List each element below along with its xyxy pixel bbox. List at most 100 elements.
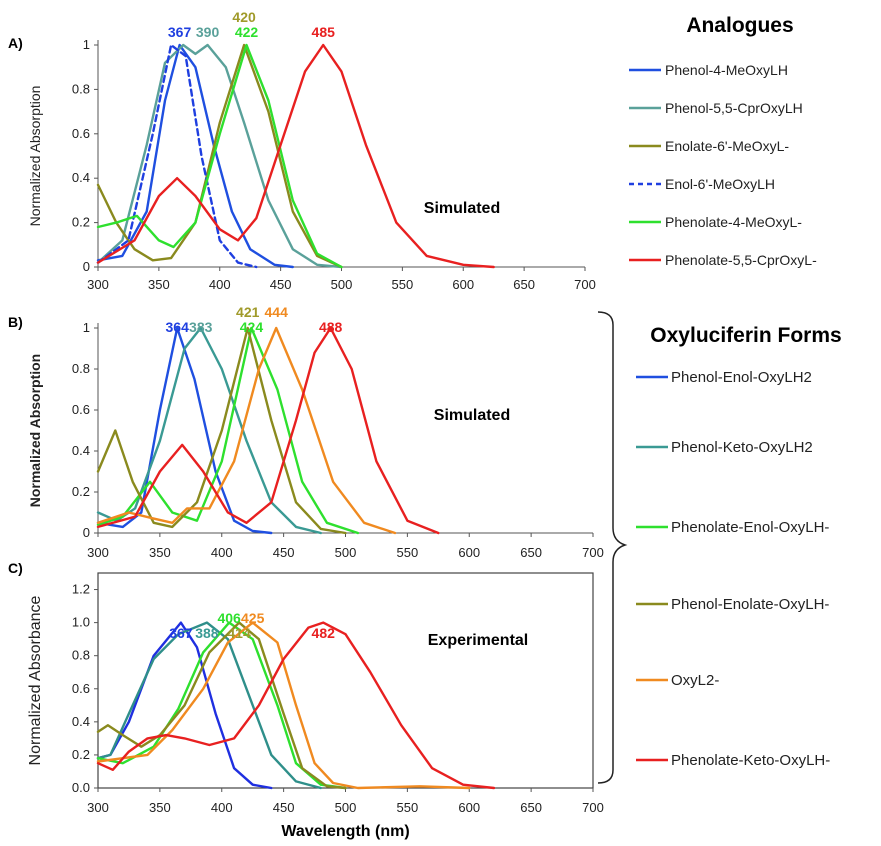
y-tick-label: 1 (83, 320, 90, 335)
x-tick-label: 650 (513, 277, 535, 292)
plot-frame-3 (97, 572, 594, 789)
series-line-phenolate-keto-oxylh- (96, 621, 496, 790)
grouping-brace (597, 311, 628, 784)
x-tick-label: 400 (211, 545, 233, 560)
legend-item-label: Phenolate-Keto-OxyLH- (671, 752, 830, 769)
y-tick-label: 0.6 (72, 681, 90, 696)
peak-label: 367 (169, 625, 193, 641)
y-tick-label: 0 (83, 525, 90, 540)
peak-label: 425 (241, 610, 265, 626)
x-tick-label: 500 (331, 277, 353, 292)
x-tick-label: 300 (87, 277, 109, 292)
x-tick-label: 450 (273, 545, 295, 560)
legend-item-label: Enolate-6'-MeOxyL- (665, 138, 789, 154)
peak-label: 488 (319, 319, 343, 335)
y-tick-label: 1.2 (72, 582, 90, 597)
panel-annotation: Experimental (428, 632, 528, 649)
x-axis-label: Wavelength (nm) (281, 823, 409, 840)
legend-title-forms: Oxyluciferin Forms (650, 324, 841, 347)
peak-label: 414 (227, 625, 251, 641)
series-line-oxyl2- (96, 326, 397, 535)
y-tick-label: 0.4 (72, 443, 90, 458)
x-tick-label: 550 (397, 800, 419, 815)
legend-item-label: Phenolate-Enol-OxyLH- (671, 519, 829, 536)
series-line-phenolate-keto-oxylh- (96, 326, 440, 535)
legend-title-analogues: Analogues (686, 14, 793, 37)
y-tick-label: 0.2 (72, 747, 90, 762)
y-axis-label: Normalized Absorption (27, 354, 43, 508)
peak-label: 482 (312, 625, 336, 641)
panel-label: C) (8, 560, 23, 576)
x-tick-label: 600 (452, 277, 474, 292)
panel-label: B) (8, 314, 23, 330)
x-tick-label: 350 (148, 277, 170, 292)
peak-label: 444 (265, 304, 289, 320)
y-tick-label: 0 (83, 259, 90, 274)
peak-label: 388 (195, 625, 219, 641)
peak-label: 364 (166, 319, 190, 335)
series-line-phenol-5-5-cproxylh (96, 43, 343, 269)
y-axis-label: Normalized Absorption (27, 86, 43, 227)
peak-label: 406 (217, 610, 241, 626)
series-line-phenol-enolate-oxylh- (96, 621, 347, 790)
x-tick-label: 500 (335, 800, 357, 815)
x-tick-label: 700 (574, 277, 596, 292)
x-tick-label: 600 (458, 800, 480, 815)
x-tick-label: 650 (520, 545, 542, 560)
legend-item-label: Phenolate-4-MeOxyL- (665, 214, 802, 230)
legend-item-label: Phenol-5,5-CprOxyLH (665, 100, 803, 116)
peak-label: 383 (189, 319, 213, 335)
peak-label: 420 (232, 9, 256, 25)
legend-item-label: Phenol-Enol-OxyLH2 (671, 369, 812, 386)
panel-annotation: Simulated (434, 407, 510, 424)
peak-label: 390 (196, 24, 220, 40)
series-line-phenol-4-meoxylh (96, 43, 294, 269)
panel-annotation: Simulated (424, 200, 500, 217)
series-line-phenolate-5-5-cproxyl- (96, 43, 495, 269)
y-tick-label: 0.4 (72, 170, 90, 185)
y-tick-label: 0.6 (72, 402, 90, 417)
x-tick-label: 500 (335, 545, 357, 560)
y-tick-label: 0.8 (72, 648, 90, 663)
x-tick-label: 450 (270, 277, 292, 292)
legend-item-label: Phenol-Keto-OxyLH2 (671, 439, 813, 456)
x-tick-label: 300 (87, 545, 109, 560)
x-tick-label: 550 (397, 545, 419, 560)
y-tick-label: 0.8 (72, 81, 90, 96)
x-tick-label: 600 (458, 545, 480, 560)
series-line-phenolate-enol-oxylh- (96, 326, 360, 535)
y-tick-label: 1 (83, 37, 90, 52)
y-tick-label: 1.0 (72, 615, 90, 630)
x-tick-label: 300 (87, 800, 109, 815)
legend-item-label: Phenol-4-MeOxyLH (665, 62, 788, 78)
x-tick-label: 700 (582, 545, 604, 560)
x-tick-label: 650 (520, 800, 542, 815)
legend-item-label: Phenolate-5,5-CprOxyL- (665, 252, 817, 268)
series-line-oxyl2- (96, 621, 471, 790)
legend-item-label: OxyL2- (671, 672, 719, 689)
series-line-enol-6-meoxylh (96, 43, 258, 269)
series-line-phenol-enol-oxylh2 (96, 326, 273, 535)
series-line-phenol-enolate-oxylh- (96, 326, 347, 535)
x-tick-label: 400 (211, 800, 233, 815)
y-tick-label: 0.8 (72, 361, 90, 376)
series-line-enolate-6-meoxyl- (96, 43, 343, 269)
series-line-phenol-enol-oxylh2 (96, 621, 273, 790)
x-tick-label: 450 (273, 800, 295, 815)
peak-label: 485 (312, 24, 336, 40)
legend-item-label: Enol-6'-MeOxyLH (665, 176, 775, 192)
peak-label: 367 (168, 24, 192, 40)
legend-item-label: Phenol-Enolate-OxyLH- (671, 596, 829, 613)
peak-label: 421 (236, 304, 260, 320)
x-tick-label: 400 (209, 277, 231, 292)
y-tick-label: 0.2 (72, 484, 90, 499)
y-axis-label: Normalized Absorbance (27, 595, 44, 765)
panel-label: A) (8, 35, 23, 51)
y-tick-label: 0.4 (72, 714, 90, 729)
series-line-phenolate-4-meoxyl- (96, 43, 343, 269)
peak-label: 422 (235, 24, 259, 40)
x-tick-label: 550 (392, 277, 414, 292)
y-tick-label: 0.0 (72, 780, 90, 795)
y-tick-label: 0.2 (72, 215, 90, 230)
